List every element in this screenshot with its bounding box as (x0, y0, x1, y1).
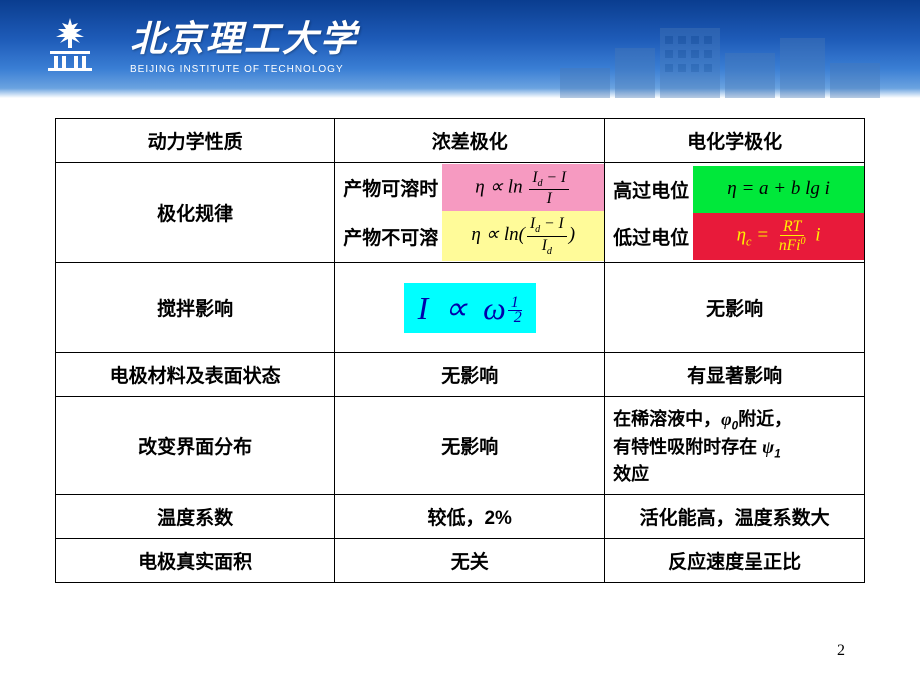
slide-content: 动力学性质 浓差极化 电化学极化 极化规律 产物可溶时 η ∝ ln Id − … (0, 98, 920, 583)
formula-yellow: η ∝ ln(Id − IId) (442, 211, 604, 260)
cell-value: 较低，2% (335, 495, 605, 539)
cell-concentration: 产物可溶时 η ∝ ln Id − II 产物不可溶 η ∝ ln(Id − I… (335, 163, 605, 263)
header-cell: 动力学性质 (56, 119, 335, 163)
formula-red: ηc = RTnFi0 i (693, 213, 864, 260)
building-silhouette (560, 18, 880, 98)
row-label: 搅拌影响 (56, 263, 335, 353)
cell-value: 反应速度呈正比 (605, 539, 865, 583)
table-header-row: 动力学性质 浓差极化 电化学极化 (56, 119, 865, 163)
university-name-block: 北京理工大学 BEIJING INSTITUTE OF TECHNOLOGY (130, 10, 358, 75)
slide-header: 北京理工大学 BEIJING INSTITUTE OF TECHNOLOGY (0, 0, 920, 98)
row-label: 电极材料及表面状态 (56, 353, 335, 397)
sub-label: 产物可溶时 (335, 164, 442, 211)
university-name-en: BEIJING INSTITUTE OF TECHNOLOGY (130, 64, 358, 75)
university-name-cn: 北京理工大学 (130, 10, 358, 62)
cell-value: 活化能高，温度系数大 (605, 495, 865, 539)
header-cell: 电化学极化 (605, 119, 865, 163)
formula-cyan: I ∝ ω12 (404, 283, 536, 333)
university-logo (40, 13, 100, 73)
row-label: 改变界面分布 (56, 397, 335, 495)
cell-stirring-formula: I ∝ ω12 (335, 263, 605, 353)
cell-value: 无影响 (605, 263, 865, 353)
cell-value: 无关 (335, 539, 605, 583)
row-label: 极化规律 (56, 163, 335, 263)
formula-green: η = a + b lg i (693, 166, 864, 213)
cell-value: 无影响 (335, 397, 605, 495)
cell-electrochemical: 高过电位 η = a + b lg i 低过电位 ηc = RTnFi0 i (605, 163, 865, 263)
sub-label: 低过电位 (605, 213, 693, 260)
formula-pink: η ∝ ln Id − II (442, 164, 604, 211)
header-cell: 浓差极化 (335, 119, 605, 163)
table-row: 搅拌影响 I ∝ ω12 无影响 (56, 263, 865, 353)
table-row: 温度系数 较低，2% 活化能高，温度系数大 (56, 495, 865, 539)
sub-label: 产物不可溶 (335, 211, 442, 260)
table-row: 电极真实面积 无关 反应速度呈正比 (56, 539, 865, 583)
table-row: 电极材料及表面状态 无影响 有显著影响 (56, 353, 865, 397)
page-number: 2 (837, 642, 845, 660)
comparison-table: 动力学性质 浓差极化 电化学极化 极化规律 产物可溶时 η ∝ ln Id − … (55, 118, 865, 583)
table-row: 极化规律 产物可溶时 η ∝ ln Id − II 产物不可溶 η ∝ ln(I… (56, 163, 865, 263)
cell-interface-description: 在稀溶液中，φ0附近，有特性吸附时存在 ψ1效应 (605, 397, 865, 495)
logo-area: 北京理工大学 BEIJING INSTITUTE OF TECHNOLOGY (40, 10, 358, 75)
sub-label: 高过电位 (605, 166, 693, 213)
row-label: 温度系数 (56, 495, 335, 539)
cell-value: 无影响 (335, 353, 605, 397)
row-label: 电极真实面积 (56, 539, 335, 583)
table-row: 改变界面分布 无影响 在稀溶液中，φ0附近，有特性吸附时存在 ψ1效应 (56, 397, 865, 495)
cell-value: 有显著影响 (605, 353, 865, 397)
